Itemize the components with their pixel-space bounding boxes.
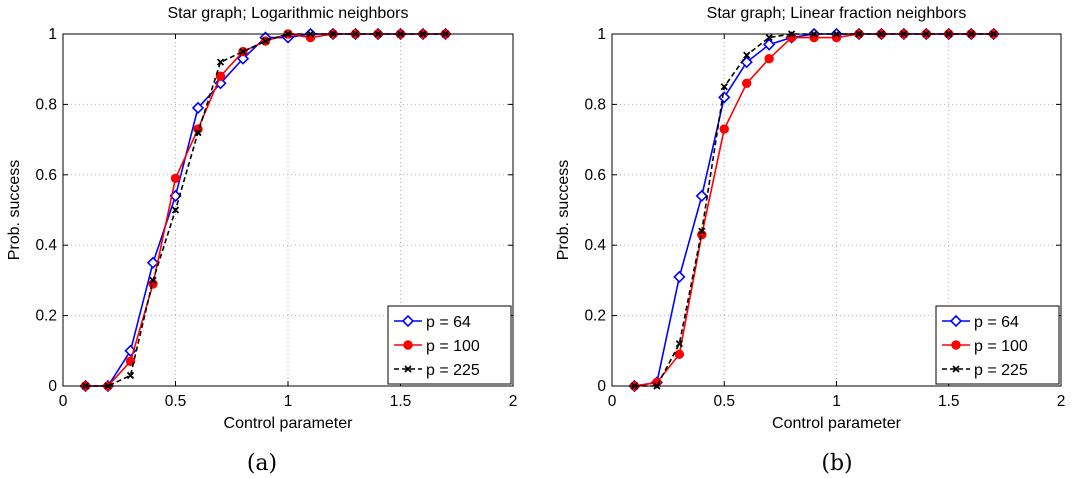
- legend: p = 64 p = 100 p = 225: [935, 305, 1060, 385]
- data-point: [674, 349, 685, 360]
- panel-caption: (a): [247, 451, 277, 476]
- data-point: [675, 340, 683, 348]
- y-tick-label: 0: [48, 378, 57, 395]
- data-point: [170, 173, 181, 184]
- y-tick-label: 0.2: [584, 308, 606, 325]
- legend-label: p = 225: [426, 362, 480, 379]
- data-point: [720, 83, 728, 91]
- legend-marker: [404, 365, 412, 373]
- data-point: [216, 58, 225, 66]
- data-point: [215, 71, 226, 81]
- data-point: [194, 128, 202, 137]
- y-axis-label: Prob. success: [6, 160, 23, 260]
- chart-a: 0 0.5 1 1.5 2 0 0.2 0.4 0.6 0.8 1 Star graph; Logar…: [6, 5, 517, 476]
- x-tick-label: 0.5: [165, 393, 187, 410]
- y-tick-label: 0.6: [35, 167, 57, 184]
- legend-marker: [952, 365, 960, 373]
- x-tick-label: 1: [832, 393, 841, 410]
- data-point: [673, 270, 686, 284]
- x-axis-label: Control parameter: [772, 415, 902, 432]
- data-point: [698, 227, 706, 235]
- legend-marker: [403, 340, 413, 350]
- y-tick-label: 0: [597, 378, 606, 395]
- chart-title: Star graph; Linear fraction neighbors: [707, 5, 967, 22]
- chart-title: Star graph; Logarithmic neighbors: [167, 5, 408, 22]
- data-point: [764, 53, 774, 64]
- data-point: [763, 38, 776, 51]
- legend-marker: [401, 314, 415, 328]
- axes-box: [62, 33, 514, 387]
- data-point: [149, 276, 157, 285]
- data-point: [191, 101, 205, 115]
- data-point: [718, 91, 731, 104]
- y-tick-label: 0.4: [35, 237, 57, 254]
- data-point: [126, 371, 135, 380]
- x-tick-label: 0: [59, 393, 68, 410]
- data-point: [236, 52, 250, 65]
- data-point: [171, 206, 180, 214]
- data-point: [742, 78, 752, 88]
- legend-label: p = 225: [974, 362, 1028, 379]
- data-point: [261, 37, 270, 45]
- legend-label: p = 100: [974, 338, 1028, 355]
- x-tick-label: 1: [284, 393, 293, 410]
- x-tick-label: 0: [608, 393, 617, 410]
- x-tick-label: 2: [1057, 393, 1066, 410]
- data-point: [719, 124, 729, 134]
- y-tick-label: 1: [597, 26, 606, 43]
- x-tick-label: 1.5: [938, 393, 960, 410]
- panel-caption: (b): [821, 451, 852, 476]
- data-point: [765, 33, 773, 42]
- legend-label: p = 64: [426, 314, 471, 331]
- y-tick-label: 0.8: [35, 96, 57, 113]
- x-tick-label: 2: [509, 393, 518, 410]
- data-point: [239, 47, 247, 56]
- legend-label: p = 100: [426, 338, 480, 355]
- x-axis-label: Control parameter: [224, 415, 354, 432]
- data-point: [695, 189, 708, 203]
- y-tick-label: 0.8: [584, 96, 606, 113]
- data-point: [743, 51, 751, 59]
- legend-marker: [951, 340, 961, 350]
- data-point: [146, 256, 160, 269]
- x-tick-label: 0.5: [713, 393, 735, 410]
- chart-b: 0 0.5 1 1.5 2 0 0.2 0.4 0.6 0.8 1 Star graph; Linea…: [555, 5, 1065, 476]
- legend-label: p = 64: [974, 314, 1019, 331]
- y-tick-label: 1: [48, 26, 57, 43]
- legend: p = 64 p = 100 p = 225: [387, 305, 512, 385]
- y-axis-label: Prob. success: [555, 160, 572, 260]
- y-tick-label: 0.6: [584, 167, 606, 184]
- legend-marker: [949, 314, 963, 328]
- axes-box: [611, 33, 1062, 387]
- y-tick-label: 0.4: [584, 237, 606, 254]
- x-tick-label: 1.5: [390, 393, 412, 410]
- y-tick-label: 0.2: [35, 308, 57, 325]
